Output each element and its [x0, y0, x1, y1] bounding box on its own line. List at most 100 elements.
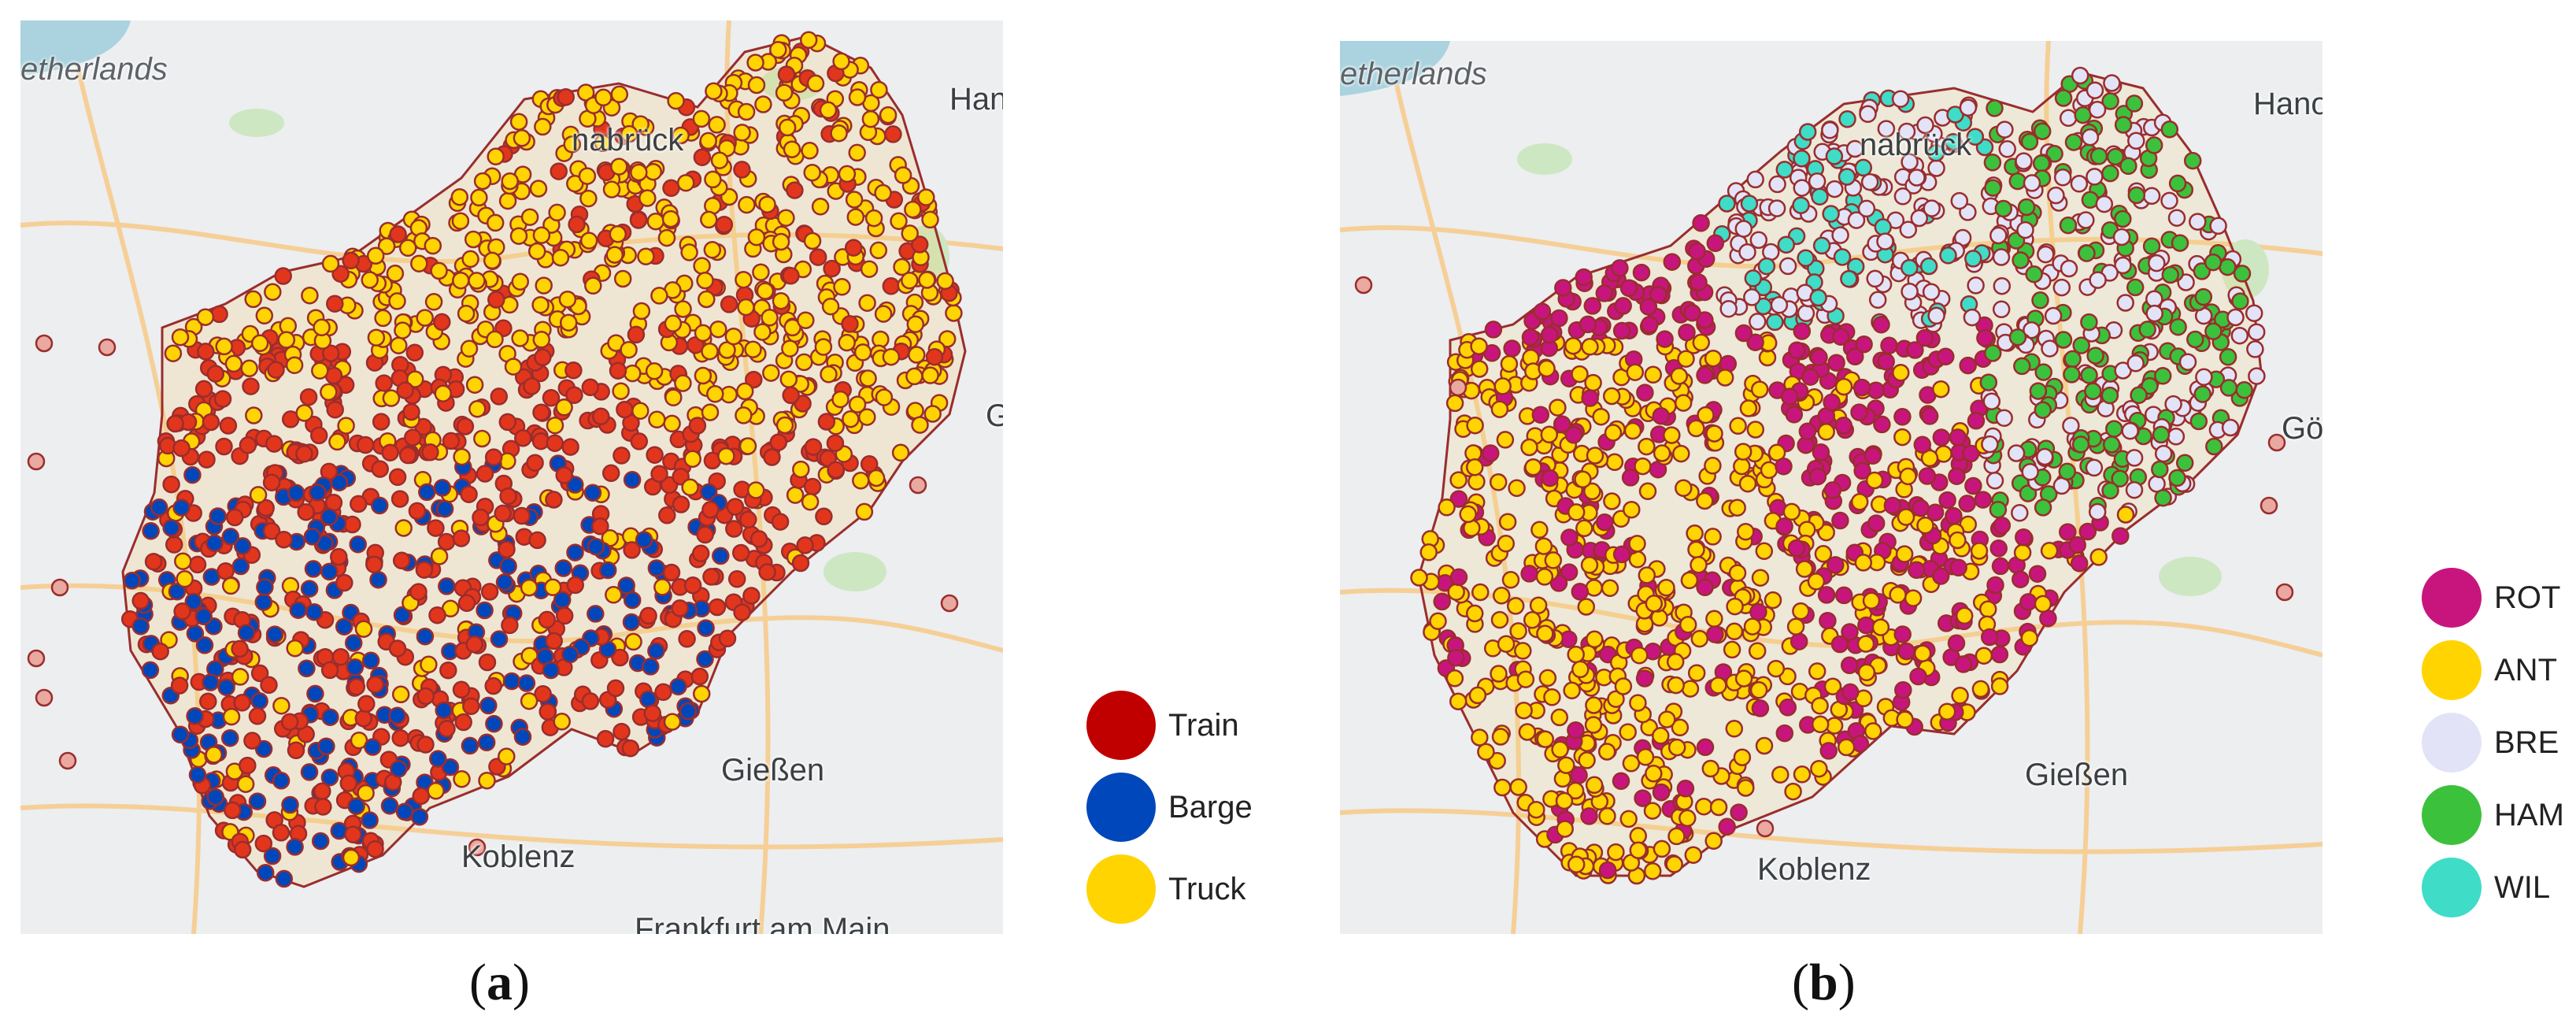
map-point — [1775, 724, 1794, 743]
map-point — [1718, 195, 1736, 213]
map-point — [910, 235, 929, 254]
map-point — [858, 294, 876, 312]
map-point — [1622, 754, 1641, 773]
map-point — [1667, 676, 1685, 695]
map-point — [1916, 116, 1934, 135]
map-point — [679, 702, 698, 721]
map-point — [609, 361, 627, 380]
map-point — [1697, 406, 1715, 424]
map-point — [286, 639, 304, 658]
map-point — [738, 437, 757, 455]
map-point — [1410, 569, 1428, 587]
map-point — [168, 582, 187, 601]
map-point — [1692, 213, 1710, 232]
map-point — [309, 484, 327, 502]
map-point — [2204, 322, 2223, 340]
map-point — [1623, 500, 1641, 519]
map-point — [1556, 820, 1574, 838]
map-point — [1728, 498, 1746, 517]
map-point — [1471, 728, 1489, 747]
map-point — [1531, 406, 1550, 424]
map-point — [1913, 644, 1932, 662]
map-point — [199, 692, 217, 710]
map-point — [2167, 209, 2186, 227]
map-point — [2160, 120, 2179, 139]
map-point — [532, 331, 551, 349]
map-point — [778, 118, 797, 137]
map-point — [354, 710, 373, 728]
map-point — [1632, 263, 1651, 282]
map-point — [1850, 403, 1868, 421]
map-point — [206, 788, 224, 806]
map-point — [752, 263, 770, 281]
map-point — [744, 340, 762, 358]
map-point — [194, 380, 213, 398]
map-point — [1680, 571, 1699, 590]
map-point — [528, 531, 546, 550]
map-point — [231, 639, 249, 658]
map-point — [2246, 340, 2264, 358]
map-point — [1676, 780, 1695, 798]
map-point — [806, 74, 825, 93]
map-point — [2175, 454, 2194, 473]
map-point — [1541, 469, 1559, 487]
map-point — [1696, 738, 1715, 757]
map-point — [313, 318, 331, 337]
map-point — [1866, 269, 1884, 288]
map-point — [1895, 545, 1914, 563]
map-point — [1909, 667, 1927, 686]
map-point — [499, 557, 517, 576]
map-point — [1970, 542, 1989, 560]
map-point — [1538, 669, 1557, 687]
map-point — [1971, 680, 1990, 699]
map-point — [476, 465, 494, 483]
map-point — [2037, 245, 2055, 264]
map-point — [848, 143, 866, 162]
map-point — [1757, 257, 1776, 276]
map-point — [391, 685, 410, 704]
map-point — [2012, 251, 2030, 269]
map-point — [1602, 387, 1621, 406]
map-point — [427, 782, 445, 800]
map-point — [462, 697, 480, 716]
map-point — [1563, 681, 1581, 700]
map-point — [1688, 242, 1706, 261]
map-point — [1797, 249, 1815, 268]
map-label-city-south-east: Gießen — [721, 753, 825, 788]
map-point — [244, 290, 262, 309]
map-point — [1841, 623, 1859, 641]
map-point — [1746, 333, 1764, 351]
map-point — [1726, 597, 1744, 616]
map-point — [791, 554, 810, 573]
map-point — [1574, 470, 1592, 489]
map-point — [1990, 645, 2009, 664]
map-point — [1897, 642, 1915, 661]
map-point — [606, 679, 625, 698]
map-point — [1788, 341, 1806, 360]
map-point — [1509, 778, 1527, 796]
map-point — [2164, 395, 2182, 413]
map-point — [579, 189, 598, 208]
map-point — [1859, 105, 1877, 124]
map-point — [1989, 226, 2008, 245]
map-point — [502, 672, 521, 691]
map-point — [297, 502, 315, 521]
map-point — [1601, 579, 1619, 598]
map-point — [1571, 660, 1590, 679]
map-point — [1785, 406, 1804, 424]
map-point — [1704, 832, 1723, 851]
map-point — [1725, 622, 1744, 641]
map-point — [792, 460, 810, 479]
map-point — [184, 592, 203, 611]
map-point — [427, 519, 445, 537]
map-point — [1598, 861, 1617, 880]
map-point — [1592, 407, 1610, 426]
map-point — [731, 543, 750, 562]
legend-label-ant: ANT — [2494, 652, 2557, 687]
map-point — [2086, 168, 2104, 186]
map-point — [819, 101, 838, 120]
map-point — [438, 720, 456, 738]
map-point — [1819, 742, 1838, 760]
map-label-city-south: Koblenz — [1757, 852, 1871, 887]
map-point — [1692, 333, 1711, 352]
